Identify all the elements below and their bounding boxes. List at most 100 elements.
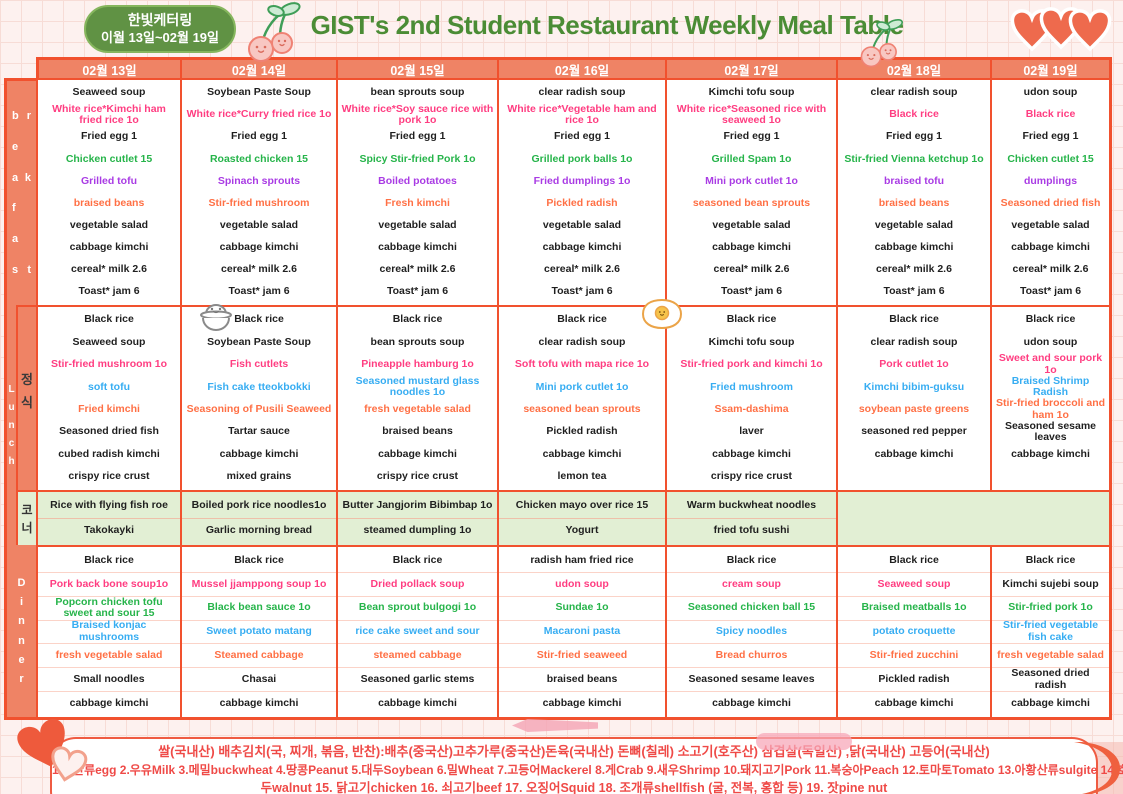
label-letter: a <box>12 232 19 245</box>
meal-item: laver <box>739 425 764 438</box>
meal-item: vegetable salad <box>378 218 457 231</box>
meal-item: Macaroni pasta <box>499 621 665 645</box>
corner-cell: Warm buckwheat noodles fried tofu sushi <box>665 490 836 545</box>
meal-item: fried tofu sushi <box>713 524 790 537</box>
meal-item: Chasai <box>182 668 336 693</box>
meal-item: steamed cabbage <box>338 644 497 669</box>
meal-item: Black rice <box>84 313 134 326</box>
meal-item: seasoned red pepper <box>861 425 967 438</box>
label-letter: i <box>19 595 24 608</box>
meal-item: Mini pork cutlet 1o <box>535 380 629 393</box>
meal-item: cabbage kimchi <box>378 240 457 253</box>
meal-item: Mussel jjamppong soup 1o <box>182 573 336 597</box>
meal-item: Black rice <box>338 549 497 573</box>
meal-item: Yogurt <box>565 524 599 537</box>
label-letter: u <box>8 401 15 413</box>
label-letter: r <box>26 110 31 123</box>
meal-item: Spicy Stir-fried Pork 1o <box>359 152 476 165</box>
catering-badge-name: 한빛케터링 <box>127 12 193 29</box>
catering-badge: 한빛케터링 이월 13일~02월 19일 <box>84 5 236 53</box>
meal-item: cabbage kimchi <box>874 240 954 253</box>
fried-egg-icon <box>641 298 683 330</box>
meal-cell: Black rice udon soup Sweet and sour pork 1… <box>990 305 1112 490</box>
meal-item: Black rice <box>1025 313 1076 326</box>
footer-banner: 쌀(국내산) 배추김치(국, 찌개, 볶음, 반찬):배추(중국산)고추가루(중… <box>50 737 1123 794</box>
meal-item: mixed grains <box>226 470 292 483</box>
meal-cell: Black rice cream soup Seasoned chicken bal… <box>665 545 836 720</box>
meal-item: Fried egg 1 <box>553 130 610 143</box>
meal-item: Stir-fried mushroom 1o <box>50 358 168 371</box>
meal-cell: Seaweed soup White rice*Kimchi ham fried … <box>36 78 180 305</box>
label-letter: r <box>19 673 24 686</box>
meal-item: clear radish soup <box>870 335 958 348</box>
meal-item: Bean sprout bulgogi 1o <box>338 597 497 621</box>
heart-doodle-icon <box>17 719 88 782</box>
meal-item: Chicken mayo over rice 15 <box>499 494 665 519</box>
meal-item: cabbage kimchi <box>69 696 149 709</box>
meal-item: Dried pollack soup <box>338 573 497 597</box>
meal-item: Grilled Spam 1o <box>711 152 792 165</box>
cherries-icon <box>248 2 301 62</box>
meal-cell: bean sprouts soup White rice*Soy sauce ri… <box>336 78 497 305</box>
meal-item: fresh vegetable salad <box>364 402 471 415</box>
meal-item: vegetable salad <box>219 218 299 231</box>
meal-item: Chicken cutlet 15 <box>65 152 153 165</box>
label-letter: 정 <box>21 372 33 387</box>
meal-item: vegetable salad <box>69 218 149 231</box>
meal-item: vegetable salad <box>542 218 622 231</box>
label-letter: e <box>12 140 19 153</box>
meal-item: Fried egg 1 <box>230 130 287 143</box>
meal-item: Seasoned dried fish <box>59 425 159 438</box>
meal-item: Black rice <box>234 313 284 326</box>
meal-item: Black rice <box>889 108 939 121</box>
meal-item: cabbage kimchi <box>1011 696 1090 709</box>
meal-item: Black rice <box>992 549 1109 573</box>
meal-item: potato croquette <box>838 621 990 645</box>
meal-item: lemon tea <box>557 470 607 483</box>
meal-item: Steamed cabbage <box>182 644 336 669</box>
label-letter: L <box>8 383 15 395</box>
meal-item: udon soup <box>1023 335 1078 348</box>
meal-item: udon soup <box>1023 86 1078 99</box>
page-title: GIST's 2nd Student Restaurant Weekly Mea… <box>310 10 904 40</box>
meal-item: Seasoned chicken ball 15 <box>667 597 836 621</box>
meal-item: clear radish soup <box>870 86 958 99</box>
meal-item: Sundae 1o <box>499 597 665 621</box>
meal-item: Garlic morning bread <box>205 524 313 537</box>
meal-item: Toast* jam 6 <box>1019 285 1082 298</box>
meal-item: Rice with flying fish roe <box>38 494 180 519</box>
label-letter: h <box>8 455 15 467</box>
meal-item: Stir-fried zucchini <box>838 644 990 669</box>
meal-item: Black rice <box>557 313 607 326</box>
meal-item: braised beans <box>878 196 950 209</box>
meal-item: cabbage kimchi <box>219 696 299 709</box>
meal-item <box>992 466 1109 488</box>
footer-allergen-line1: 1.계란류egg 2.우유Milk 3.메밀buckwheat 4.땅콩Pean… <box>52 763 1123 777</box>
meal-cell: udon soup Black rice Fried egg 1 Chicken cu… <box>990 78 1112 305</box>
meal-item: Kimchi sujebi soup <box>992 573 1109 597</box>
meal-item: Seasoned garlic stems <box>338 668 497 693</box>
meal-item: Stir-fried seaweed <box>499 644 665 669</box>
meal-item: cereal* milk 2.6 <box>544 263 620 276</box>
meal-item: Popcorn chicken tofu sweet and sour 15 <box>38 596 180 621</box>
meal-item: Toast* jam 6 <box>551 285 613 298</box>
meal-item: Stir-fried pork 1o <box>992 597 1109 621</box>
meal-item: seasoned bean sprouts <box>523 402 641 415</box>
meal-item: crispy rice crust <box>376 470 459 483</box>
tape-arrow-decoration <box>512 719 598 732</box>
meal-item: cabbage kimchi <box>712 240 791 253</box>
meal-item: cereal* milk 2.6 <box>713 263 790 276</box>
label-letter: f <box>12 202 16 215</box>
meal-item: Chicken cutlet 15 <box>1007 152 1094 165</box>
meal-item: Fried egg 1 <box>389 130 446 143</box>
meal-item: Toast* jam 6 <box>386 285 449 298</box>
meal-item: Toast* jam 6 <box>78 285 140 298</box>
meal-item: bean sprouts soup <box>370 335 465 348</box>
meal-item: Stir-fried Vienna ketchup 1o <box>844 152 984 165</box>
day-header-3: 02월 15일 <box>336 57 497 78</box>
meal-item: White rice*Kimchi ham fried rice 1o <box>52 102 166 127</box>
meal-item: Stir-fried vegetable fish cake <box>992 620 1109 645</box>
